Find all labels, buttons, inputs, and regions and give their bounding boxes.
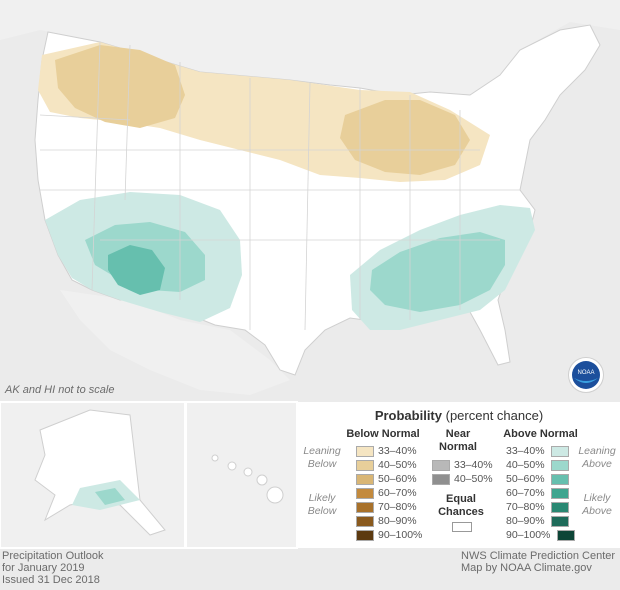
legend-swatch — [551, 501, 570, 513]
canada-landmass — [0, 0, 620, 95]
equal-chances-swatch — [452, 522, 472, 532]
likely-below-line2: Below — [307, 505, 337, 517]
legend-swatch — [557, 529, 576, 541]
legend-range-label: 33–40% — [378, 445, 417, 457]
noaa-logo-text: NOAA — [577, 370, 594, 376]
above-50-60-area-southwest — [108, 245, 165, 295]
equal-chances-label: Equal Chances — [434, 493, 488, 519]
legend-above-row-3: 50–60% — [506, 473, 573, 485]
legend-swatch — [356, 529, 374, 541]
leaning-above-label: Leaning Above — [576, 445, 618, 471]
legend-range-label: 40–50% — [378, 459, 417, 471]
legend-swatch — [356, 473, 374, 485]
legend-above-row-1: 33–40% — [506, 445, 573, 457]
legend-above-row-6: 80–90% — [506, 515, 573, 527]
near-normal-header-line2: Normal — [439, 441, 477, 453]
state-borders — [39, 41, 520, 331]
legend-swatch — [356, 445, 374, 457]
legend-swatch — [551, 487, 570, 499]
legend-swatch — [356, 501, 374, 513]
footer-right-line1: NWS Climate Prediction Center — [461, 550, 616, 562]
likely-above-line2: Above — [582, 505, 612, 517]
footer-left-line2: for January 2019 — [2, 562, 85, 574]
equal-chances-line1: Equal — [446, 493, 476, 505]
above-40-50-area-southeast — [370, 232, 505, 312]
footer-right: NWS Climate Prediction Center Map by NOA… — [461, 550, 615, 574]
below-40-50-area-greatlakes — [340, 100, 470, 175]
legend-title-bold: Probability — [374, 408, 442, 423]
footer-left-line3: Issued 31 Dec 2018 — [2, 574, 100, 586]
leaning-above-line1: Leaning — [578, 445, 616, 457]
legend-range-label: 80–90% — [506, 515, 545, 527]
below-40-50-area-northwest — [55, 45, 185, 128]
footer-right-line2: Map by NOAA Climate.gov — [461, 562, 592, 574]
legend-near-row-1: 33–40% — [432, 459, 493, 471]
legend-range-label: 60–70% — [378, 487, 417, 499]
legend-range-label: 60–70% — [506, 487, 545, 499]
above-normal-header: Above Normal — [503, 428, 578, 440]
legend-panel: Probability (percent chance) Below Norma… — [298, 402, 620, 548]
legend-range-label: 70–80% — [378, 501, 417, 513]
noaa-logo: NOAA — [568, 357, 604, 393]
legend-range-label: 33–40% — [454, 459, 493, 471]
likely-above-line1: Likely — [583, 492, 611, 504]
near-normal-header-line1: Near — [445, 428, 471, 440]
legend-swatch — [432, 473, 450, 485]
footer-left: Precipitation Outlook for January 2019 I… — [2, 550, 104, 586]
likely-below-line1: Likely — [308, 492, 336, 504]
legend-range-label: 90–100% — [378, 529, 423, 541]
legend-range-label: 50–60% — [378, 473, 417, 485]
near-normal-header: Near Normal — [438, 428, 478, 454]
legend-swatch — [551, 445, 570, 457]
legend-near-row-2: 40–50% — [432, 473, 493, 485]
legend-swatch — [356, 515, 374, 527]
legend-swatch — [551, 459, 570, 471]
legend-swatch — [432, 459, 450, 471]
leaning-below-line1: Leaning — [303, 445, 341, 457]
legend-range-label: 70–80% — [506, 501, 545, 513]
legend-title-rest: (percent chance) — [442, 408, 544, 423]
likely-below-label: Likely Below — [302, 492, 342, 518]
legend-above-row-4: 60–70% — [506, 487, 573, 499]
leaning-below-label: Leaning Below — [302, 445, 342, 471]
legend-above-row-5: 70–80% — [506, 501, 573, 513]
legend-swatch — [356, 459, 374, 471]
leaning-above-line2: Above — [582, 458, 612, 470]
legend-below-row-6: 80–90% — [356, 515, 417, 527]
legend-below-row-2: 40–50% — [356, 459, 417, 471]
noaa-logo-graphic: NOAA — [572, 361, 600, 389]
mexico-landmass — [60, 290, 290, 395]
legend-above-row-7: 90–100% — [506, 529, 579, 541]
legend-below-row-4: 60–70% — [356, 487, 417, 499]
legend-range-label: 33–40% — [506, 445, 545, 457]
scale-note: AK and HI not to scale — [5, 384, 115, 396]
legend-below-row-5: 70–80% — [356, 501, 417, 513]
hawaii-inset-frame — [185, 401, 298, 549]
legend-below-row-7: 90–100% — [356, 529, 422, 541]
likely-above-label: Likely Above — [576, 492, 618, 518]
legend-title: Probability (percent chance) — [298, 408, 620, 423]
leaning-below-line2: Below — [307, 458, 337, 470]
legend-range-label: 40–50% — [506, 459, 545, 471]
hawaii-islands — [211, 454, 284, 504]
alaska-above-40-50-area — [95, 488, 125, 505]
legend-below-row-3: 50–60% — [356, 473, 417, 485]
legend-below-row-1: 33–40% — [356, 445, 417, 457]
equal-chances-line2: Chances — [438, 506, 484, 518]
legend-swatch — [356, 487, 374, 499]
footer-left-line1: Precipitation Outlook — [2, 550, 104, 562]
legend-above-row-2: 40–50% — [506, 459, 573, 471]
legend-swatch — [551, 473, 570, 485]
legend-range-label: 40–50% — [454, 473, 493, 485]
legend-swatch — [551, 515, 570, 527]
legend-range-label: 90–100% — [506, 529, 551, 541]
below-normal-header: Below Normal — [346, 428, 420, 440]
legend-range-label: 50–60% — [506, 473, 545, 485]
legend-range-label: 80–90% — [378, 515, 417, 527]
